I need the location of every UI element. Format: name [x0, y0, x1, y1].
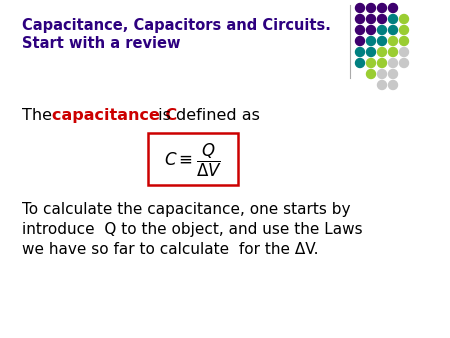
Circle shape	[378, 80, 387, 90]
Circle shape	[388, 15, 397, 24]
Text: is defined as: is defined as	[153, 108, 260, 123]
Circle shape	[378, 37, 387, 46]
Text: To calculate the capacitance, one starts by: To calculate the capacitance, one starts…	[22, 202, 351, 217]
Circle shape	[378, 3, 387, 13]
Circle shape	[378, 58, 387, 68]
Circle shape	[400, 37, 409, 46]
Circle shape	[400, 58, 409, 68]
Circle shape	[366, 58, 375, 68]
Circle shape	[366, 37, 375, 46]
FancyBboxPatch shape	[148, 133, 238, 185]
Circle shape	[388, 70, 397, 78]
Circle shape	[378, 15, 387, 24]
Circle shape	[378, 70, 387, 78]
Text: The: The	[22, 108, 57, 123]
Circle shape	[366, 70, 375, 78]
Text: $C \equiv \dfrac{Q}{\Delta V}$: $C \equiv \dfrac{Q}{\Delta V}$	[164, 141, 222, 178]
Text: capacitance C: capacitance C	[52, 108, 177, 123]
Circle shape	[356, 3, 364, 13]
Circle shape	[356, 15, 364, 24]
Circle shape	[388, 25, 397, 34]
Circle shape	[388, 37, 397, 46]
Circle shape	[388, 3, 397, 13]
Circle shape	[388, 58, 397, 68]
Circle shape	[400, 48, 409, 56]
Circle shape	[356, 48, 364, 56]
Circle shape	[366, 25, 375, 34]
Circle shape	[356, 25, 364, 34]
Text: Start with a review: Start with a review	[22, 36, 180, 51]
Circle shape	[400, 25, 409, 34]
Circle shape	[388, 80, 397, 90]
Circle shape	[366, 48, 375, 56]
Circle shape	[356, 58, 364, 68]
Circle shape	[366, 3, 375, 13]
Circle shape	[388, 48, 397, 56]
Text: we have so far to calculate  for the ΔV.: we have so far to calculate for the ΔV.	[22, 242, 319, 257]
Circle shape	[356, 37, 364, 46]
Circle shape	[378, 48, 387, 56]
Circle shape	[366, 15, 375, 24]
Circle shape	[400, 15, 409, 24]
Text: Capacitance, Capacitors and Circuits.: Capacitance, Capacitors and Circuits.	[22, 18, 331, 33]
Circle shape	[378, 25, 387, 34]
Text: introduce  Q to the object, and use the Laws: introduce Q to the object, and use the L…	[22, 222, 363, 237]
